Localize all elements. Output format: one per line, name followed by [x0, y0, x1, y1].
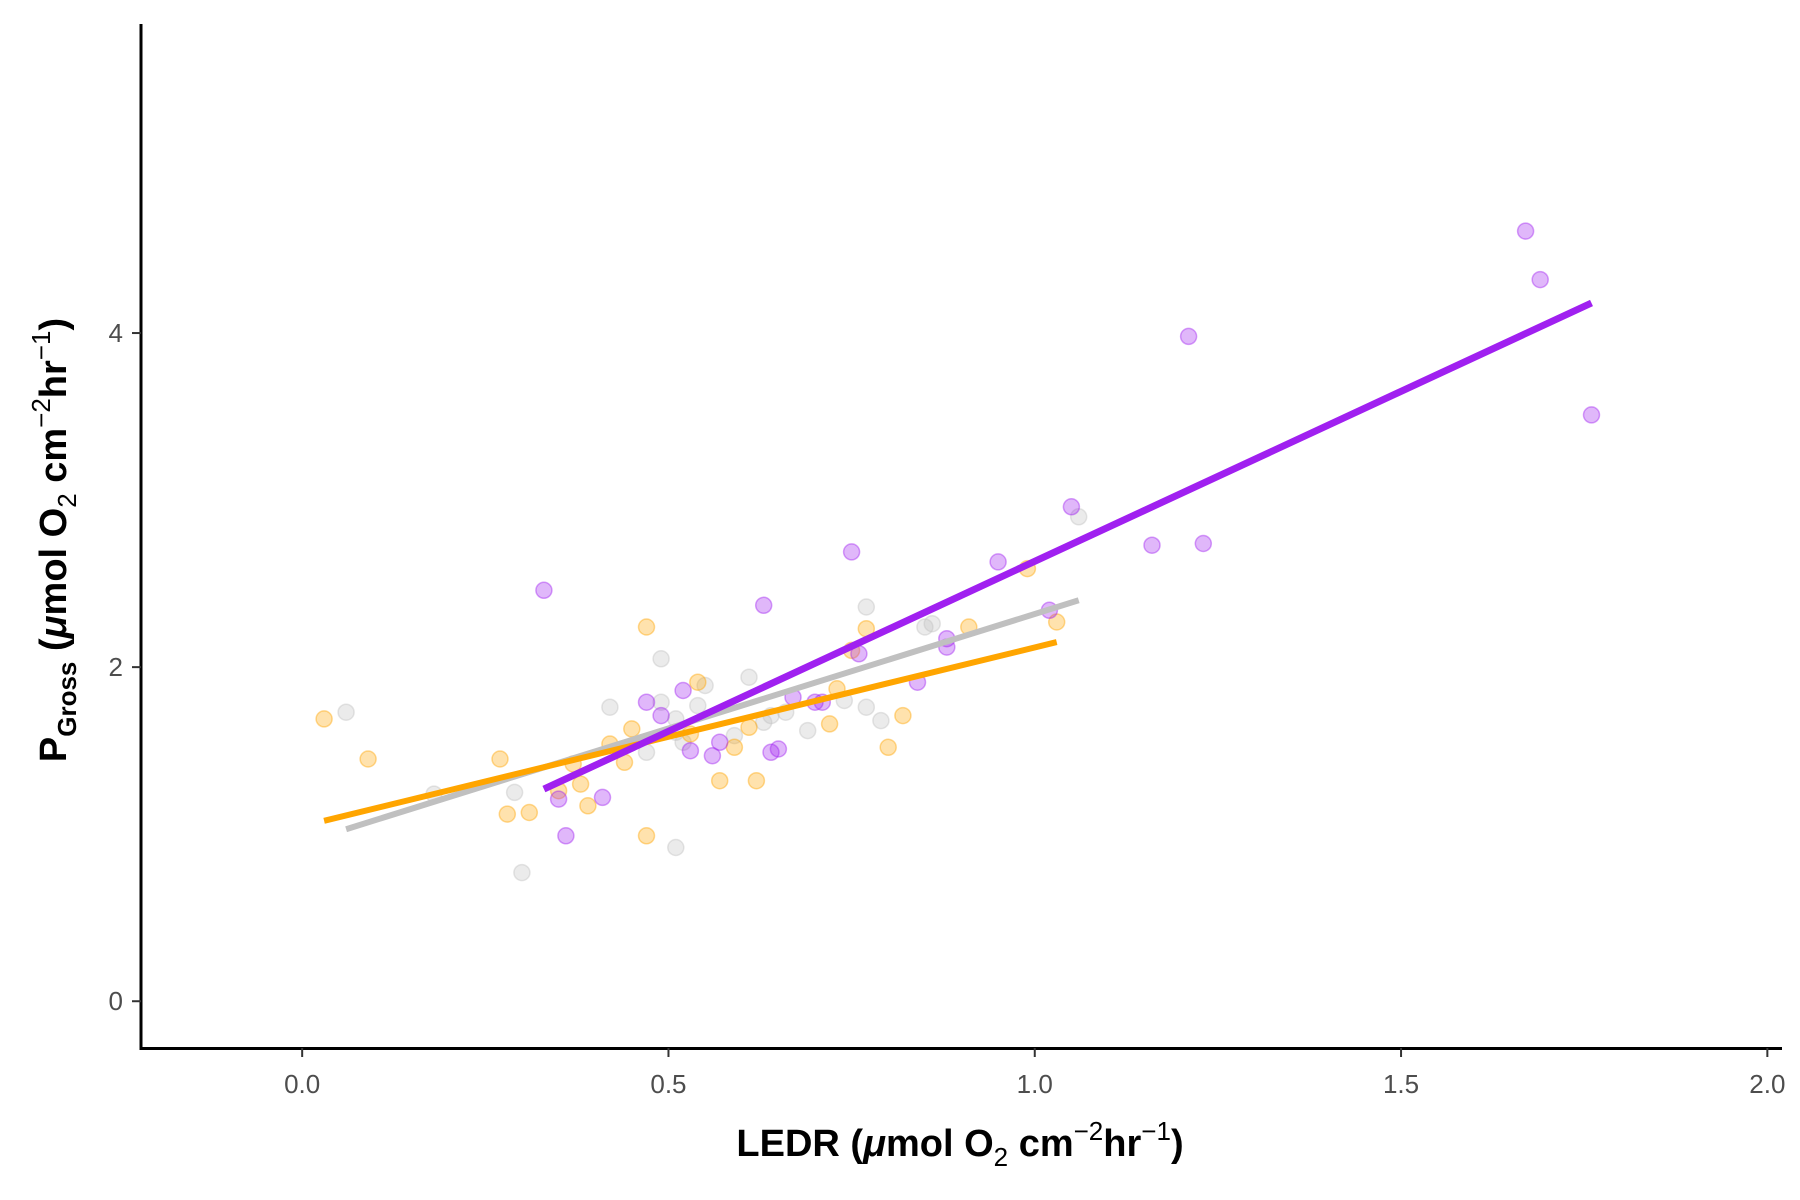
- data-point: [652, 706, 670, 725]
- data-point: [703, 746, 722, 765]
- data-point: [359, 750, 377, 768]
- data-point: [681, 741, 700, 760]
- data-point: [1047, 613, 1066, 631]
- data-point: [857, 698, 876, 716]
- data-point: [579, 797, 597, 815]
- data-point: [710, 733, 729, 752]
- data-point: [710, 771, 729, 790]
- x-axis-title: LEDR (μmol O2 cm−2hr−1): [736, 1116, 1183, 1172]
- x-tick-label: 0.0: [284, 1069, 320, 1099]
- data-point: [740, 668, 758, 686]
- data-point: [623, 720, 641, 738]
- data-point: [798, 721, 817, 740]
- data-point: [857, 598, 876, 616]
- data-point: [820, 715, 839, 733]
- fit-line: [542, 299, 1593, 793]
- data-point: [520, 803, 539, 822]
- data-point: [689, 673, 707, 691]
- data-point: [593, 788, 612, 807]
- data-point: [725, 726, 744, 745]
- data-point: [637, 618, 656, 636]
- data-point: [667, 838, 685, 857]
- data-point: [637, 693, 656, 711]
- ticks-layer: 0.0 0.5 1.0 1.5 2.0 0 2 4: [109, 318, 1786, 1099]
- data-point: [557, 827, 575, 845]
- data-point: [1179, 327, 1198, 346]
- data-point: [652, 693, 670, 711]
- data-point: [337, 703, 355, 721]
- data-point: [696, 676, 714, 695]
- data-point: [315, 710, 333, 728]
- y-tick-label: 0: [109, 986, 123, 1016]
- x-tick-label: 2.0: [1749, 1069, 1785, 1099]
- fit-line: [323, 639, 1058, 824]
- data-point: [879, 738, 897, 757]
- data-point: [689, 696, 707, 715]
- data-point: [894, 706, 912, 725]
- data-point: [916, 618, 934, 636]
- data-point: [1062, 498, 1081, 516]
- data-point: [754, 596, 773, 615]
- data-point: [740, 718, 758, 737]
- data-point: [989, 553, 1007, 571]
- data-point: [1194, 534, 1213, 553]
- data-point: [498, 805, 517, 823]
- data-point: [674, 681, 692, 700]
- data-point: [601, 698, 619, 716]
- data-point: [1531, 270, 1549, 289]
- data-point: [762, 743, 780, 762]
- data-point: [923, 614, 941, 633]
- data-point: [571, 775, 590, 793]
- data-point: [1069, 508, 1088, 526]
- x-tick-label: 1.5: [1383, 1069, 1419, 1099]
- data-point: [769, 740, 788, 758]
- y-axis-title: PGross (μmol O2 cm−2hr−1): [26, 318, 82, 762]
- x-tick-label: 0.5: [650, 1069, 686, 1099]
- data-point: [513, 863, 531, 882]
- data-point: [505, 783, 524, 802]
- data-point: [1143, 536, 1161, 554]
- data-point: [725, 738, 744, 757]
- data-point: [652, 650, 670, 668]
- data-point: [637, 827, 656, 845]
- fit-lines-layer: [323, 299, 1593, 833]
- data-point: [747, 771, 766, 790]
- x-tick-label: 1.0: [1017, 1069, 1053, 1099]
- y-tick-label: 2: [109, 652, 123, 682]
- data-point: [1516, 222, 1535, 240]
- data-point: [491, 750, 509, 768]
- data-point: [842, 543, 861, 561]
- points-layer: [315, 222, 1601, 882]
- data-point: [549, 790, 568, 808]
- data-point: [535, 581, 553, 600]
- data-point: [872, 711, 890, 730]
- y-tick-label: 4: [109, 318, 123, 348]
- data-point: [1582, 406, 1601, 424]
